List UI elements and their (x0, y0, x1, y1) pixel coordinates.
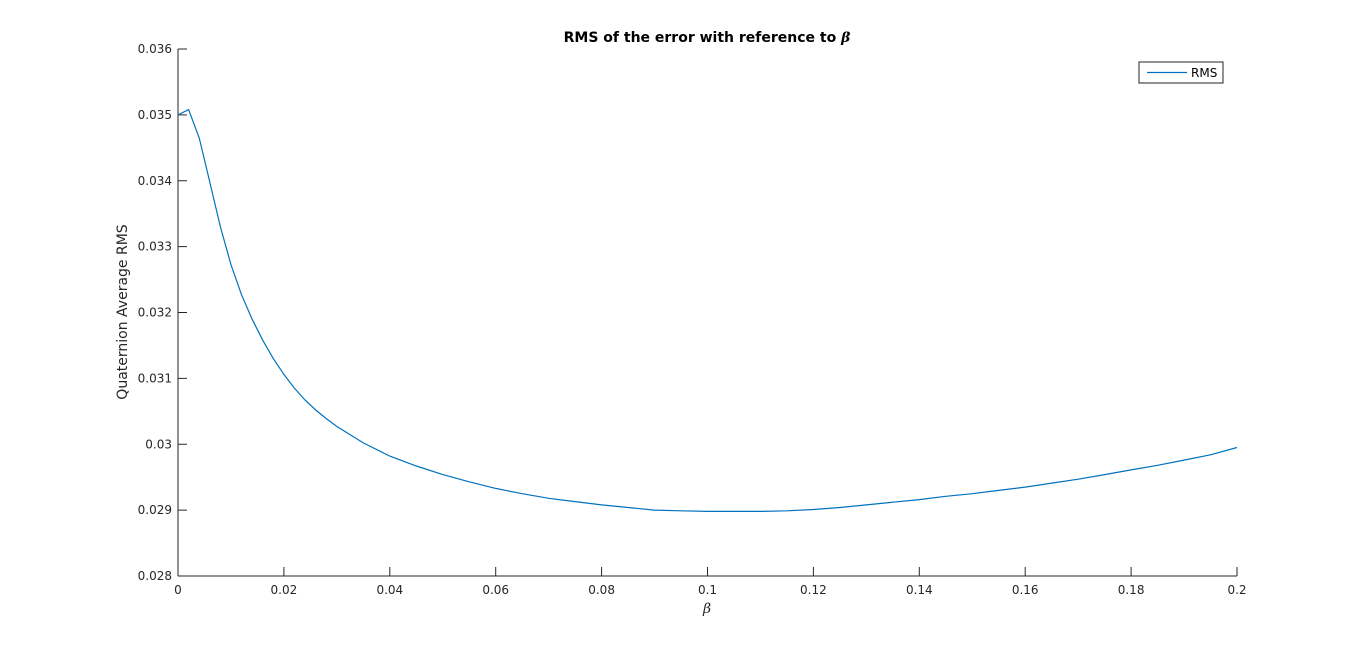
y-tick-label: 0.033 (138, 240, 172, 254)
y-axis-label: Quaternion Average RMS (115, 224, 131, 399)
chart-title: RMS of the error with reference to β (564, 30, 851, 46)
x-tick-label: 0.14 (906, 583, 933, 597)
y-tick-label: 0.03 (145, 437, 172, 451)
x-tick-label: 0.04 (376, 583, 403, 597)
x-tick-label: 0.12 (800, 583, 827, 597)
legend-label-rms: RMS (1191, 66, 1217, 80)
x-tick-label: 0.16 (1012, 583, 1039, 597)
x-tick-label: 0.18 (1118, 583, 1145, 597)
legend: RMS (1138, 61, 1224, 84)
x-tick-label: 0.06 (482, 583, 509, 597)
y-tick-label: 0.034 (138, 174, 172, 188)
y-tick-label: 0.029 (138, 503, 172, 517)
y-tick-label: 0.032 (138, 306, 172, 320)
y-tick-label: 0.035 (138, 108, 172, 122)
x-axis-label: β (702, 601, 711, 617)
x-tick-label: 0 (174, 583, 182, 597)
axes: 0 0.02 0.04 0.06 0.08 0.1 0.12 0.14 0.16 0.18 0.2 0… (138, 42, 1247, 597)
x-tick-label: 0.08 (588, 583, 615, 597)
chart-title-text: RMS of the error with reference to (564, 30, 841, 46)
y-tick-label: 0.036 (138, 42, 172, 56)
x-tick-label: 0.2 (1227, 583, 1246, 597)
x-tick-label: 0.02 (271, 583, 298, 597)
y-tick-label: 0.028 (138, 569, 172, 583)
chart-title-symbol: β (840, 30, 851, 46)
series-line-rms (177, 108, 1238, 512)
y-tick-label: 0.031 (138, 371, 172, 385)
x-tick-label: 0.1 (698, 583, 717, 597)
series-group (177, 108, 1238, 512)
